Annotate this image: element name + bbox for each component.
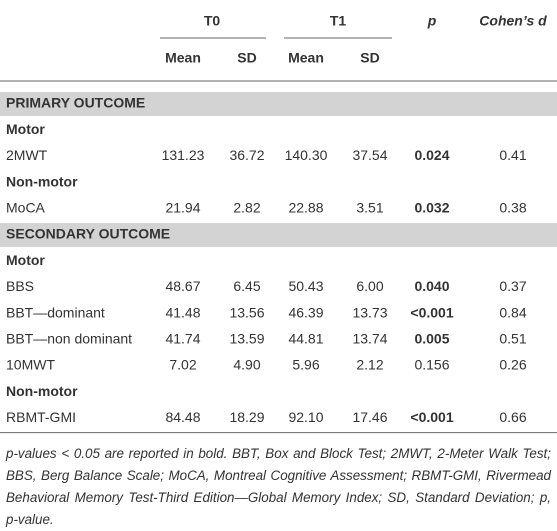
row-label: 2MWT xyxy=(6,147,48,163)
cell: 44.81 xyxy=(288,331,323,347)
cell: 0.005 xyxy=(414,331,449,347)
cell: 3.51 xyxy=(356,200,383,216)
group-header: T0 xyxy=(204,13,221,29)
row-label: BBT—dominant xyxy=(6,304,105,320)
row-label: BBT—non dominant xyxy=(6,331,132,347)
cell: 5.96 xyxy=(292,357,319,373)
cell: 0.37 xyxy=(499,278,526,294)
group-header: T1 xyxy=(330,13,347,29)
cell: 140.30 xyxy=(285,147,328,163)
cell: 0.024 xyxy=(414,147,449,163)
cell: 41.48 xyxy=(165,304,200,320)
cell: 2.12 xyxy=(356,357,383,373)
sub-header: Mean xyxy=(288,50,324,66)
cell: 13.74 xyxy=(352,331,387,347)
cell: 36.72 xyxy=(229,147,264,163)
cell: 7.02 xyxy=(169,357,196,373)
cell: 13.59 xyxy=(229,331,264,347)
cell: 48.67 xyxy=(165,278,200,294)
table: T0 T1 p Cohen’s d Mean SD Mean SD PRIMARY OUTCOM… xyxy=(0,13,557,434)
row-label: MoCA xyxy=(6,200,46,216)
cell: 6.00 xyxy=(356,278,383,294)
cell: 37.54 xyxy=(352,147,387,163)
cell: 0.66 xyxy=(499,409,526,425)
cell: 46.39 xyxy=(288,304,323,320)
cell: 18.29 xyxy=(229,409,264,425)
cell: <0.001 xyxy=(410,409,453,425)
cell: 50.43 xyxy=(288,278,323,294)
cell: <0.001 xyxy=(410,304,453,320)
cell: 84.48 xyxy=(165,409,200,425)
sub-header: SD xyxy=(237,50,256,66)
cell: 6.45 xyxy=(233,278,260,294)
footnote: p-values < 0.05 are reported in bold. BB… xyxy=(6,446,551,527)
cell: 131.23 xyxy=(162,147,205,163)
group-title: Non-motor xyxy=(6,173,78,189)
group-header: p xyxy=(427,13,437,29)
cell: 0.156 xyxy=(414,357,449,373)
sub-header: SD xyxy=(360,50,379,66)
cell: 0.032 xyxy=(414,200,449,216)
cell: 0.41 xyxy=(499,147,526,163)
cell: 21.94 xyxy=(165,200,200,216)
cell: 0.040 xyxy=(414,278,449,294)
row-label: 10MWT xyxy=(6,357,55,373)
cell: 0.84 xyxy=(499,304,526,320)
section-bar xyxy=(0,223,557,247)
row-label: BBS xyxy=(6,278,34,294)
cell: 0.38 xyxy=(499,200,526,216)
cell: 2.82 xyxy=(233,200,260,216)
cell: 0.26 xyxy=(499,357,526,373)
row-label: RBMT-GMI xyxy=(6,409,76,425)
cell: 13.56 xyxy=(229,304,264,320)
cell: 4.90 xyxy=(233,357,260,373)
sub-header: Mean xyxy=(165,50,201,66)
cell: 92.10 xyxy=(288,409,323,425)
group-title: Non-motor xyxy=(6,383,78,399)
group-title: Motor xyxy=(6,121,45,137)
group-title: Motor xyxy=(6,252,45,268)
cell: 17.46 xyxy=(352,409,387,425)
cell: 13.73 xyxy=(352,304,387,320)
group-header: Cohen’s d xyxy=(479,13,547,29)
cell: 41.74 xyxy=(165,331,200,347)
cell: 22.88 xyxy=(288,200,323,216)
section-bar xyxy=(0,92,557,116)
section-title: SECONDARY OUTCOME xyxy=(6,226,170,242)
cell: 0.51 xyxy=(499,331,526,347)
section-title: PRIMARY OUTCOME xyxy=(6,95,145,111)
